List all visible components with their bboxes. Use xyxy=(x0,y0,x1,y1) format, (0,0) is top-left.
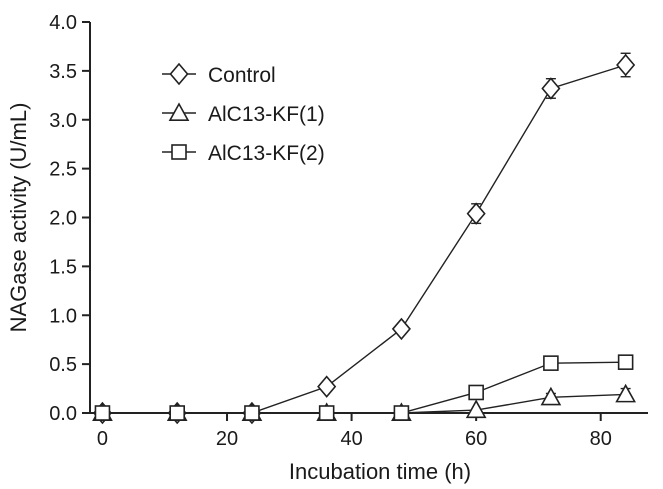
y-tick-label: 4.0 xyxy=(49,12,77,34)
y-tick-label: 3.0 xyxy=(49,110,77,132)
legend-label: AlC13-KF(2) xyxy=(208,142,325,165)
series-line xyxy=(102,361,626,414)
y-tick-label: 3.5 xyxy=(49,61,77,83)
data-point xyxy=(318,405,335,421)
legend: Control AlC13-KF(1) AlC13-KF(2) xyxy=(162,62,325,165)
legend-marker xyxy=(171,144,187,160)
data-point xyxy=(169,405,185,421)
x-tick-label: 80 xyxy=(590,428,612,450)
plot-area xyxy=(92,52,636,425)
legend-item: AlC13-KF(2) xyxy=(162,142,325,165)
y-tick-label: 2.5 xyxy=(49,159,77,181)
data-point xyxy=(540,386,562,406)
legend-marker xyxy=(168,102,190,121)
legend-label: Control xyxy=(208,64,276,87)
series-alc13-kf-2 xyxy=(94,354,634,421)
y-tick-label: 0.0 xyxy=(49,403,77,425)
y-tick-label: 1.0 xyxy=(49,305,77,327)
x-tick-label: 60 xyxy=(465,428,487,450)
data-point xyxy=(468,384,484,401)
legend-label: AlC13-KF(1) xyxy=(208,103,325,126)
x-tick-label: 20 xyxy=(216,428,238,450)
y-tick-label: 0.5 xyxy=(49,354,77,376)
data-point xyxy=(617,354,634,370)
data-point xyxy=(94,405,111,421)
y-tick-label: 2.0 xyxy=(49,208,77,230)
data-point xyxy=(466,202,486,225)
data-point xyxy=(391,317,411,341)
legend-item: Control xyxy=(162,62,276,87)
x-tick-label: 0 xyxy=(97,428,108,450)
data-point xyxy=(543,355,559,371)
axes: 0.0 0.5 1.0 1.5 2.0 2.5 3.0 3.5 4.0 0 20 40 60 80 xyxy=(49,12,648,450)
data-point xyxy=(541,77,561,100)
data-point xyxy=(616,53,636,77)
data-point xyxy=(465,399,487,419)
data-point xyxy=(615,383,636,403)
data-point xyxy=(393,405,410,421)
y-tick-label: 1.5 xyxy=(49,256,77,278)
legend-item: AlC13-KF(1) xyxy=(162,102,325,126)
data-point xyxy=(317,375,337,398)
data-point xyxy=(244,405,260,421)
y-axis-label: NAGase activity (U/mL) xyxy=(6,103,31,333)
x-axis-label: Incubation time (h) xyxy=(289,459,471,484)
legend-marker xyxy=(169,62,189,86)
x-tick-label: 40 xyxy=(340,428,362,450)
